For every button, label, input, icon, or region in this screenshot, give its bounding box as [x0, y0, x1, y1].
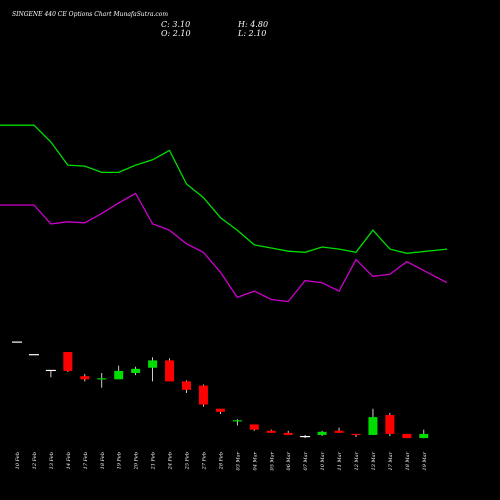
x-tick-label: 10 Mar — [320, 451, 326, 470]
x-tick-label: 10 Feb — [15, 452, 21, 469]
x-tick-label: 17 Feb — [83, 452, 89, 469]
candle-body — [165, 360, 175, 382]
candle-body — [351, 433, 361, 436]
high-value: H: 4.80 — [238, 20, 269, 29]
candle-body — [114, 370, 124, 380]
candle-body — [317, 431, 327, 435]
candle-body — [266, 430, 276, 433]
candle-body — [182, 381, 191, 390]
candle-body — [80, 376, 90, 380]
x-tick-label: 28 Feb — [218, 452, 224, 470]
x-tick-label: 21 Feb — [151, 452, 157, 470]
candle-body — [198, 385, 208, 405]
candle-body — [131, 368, 141, 373]
candle-body — [385, 415, 395, 434]
x-tick-label: 06 Mar — [286, 451, 292, 470]
x-tick-label: 12 Feb — [32, 452, 38, 469]
x-tick-label: 07 Mar — [303, 451, 309, 470]
open-value: O: 2.10 — [161, 29, 191, 38]
x-tick-label: 27 Feb — [201, 452, 207, 470]
candle-body — [249, 424, 259, 430]
x-tick-label: 12 Mar — [354, 451, 360, 470]
candle-body — [97, 378, 107, 380]
x-tick-label: 20 Feb — [134, 452, 140, 470]
candle-body — [232, 420, 242, 422]
candle-body — [402, 433, 412, 439]
close-value: C: 3.10 — [161, 20, 191, 29]
x-tick-label: 19 Feb — [117, 452, 123, 469]
candle-body — [45, 369, 56, 372]
x-tick-label: 04 Mar — [252, 451, 258, 470]
candle-body — [368, 417, 378, 435]
x-tick-label: 11 Mar — [337, 451, 343, 470]
x-tick-label: 18 Mar — [405, 451, 411, 470]
candle-body — [419, 433, 429, 439]
candle-body — [63, 352, 73, 371]
candle-body — [300, 436, 311, 438]
x-tick-label: 24 Feb — [168, 452, 174, 470]
x-tick-label: 19 Mar — [422, 451, 428, 470]
x-tick-label: 14 Feb — [66, 452, 72, 469]
candle-body — [148, 360, 158, 368]
low-value: L: 2.10 — [238, 29, 267, 38]
x-tick-label: 03 Mar — [235, 451, 241, 470]
x-tick-label: 05 Mar — [269, 451, 275, 470]
x-tick-label: 25 Feb — [185, 452, 191, 470]
candle-body — [12, 341, 22, 343]
candle-body — [28, 354, 39, 356]
candle-body — [334, 430, 344, 433]
candle-body — [215, 408, 225, 412]
x-tick-label: 17 Mar — [388, 451, 394, 470]
lower-band-line — [0, 192, 448, 303]
upper-band-line — [0, 124, 448, 254]
chart-title: SINGENE 440 CE Options Chart MunafaSutra… — [12, 11, 169, 18]
x-tick-label: 13 Mar — [371, 451, 377, 470]
candle-body — [283, 432, 293, 435]
x-tick-label: 13 Feb — [49, 452, 55, 469]
x-tick-label: 18 Feb — [100, 452, 106, 469]
